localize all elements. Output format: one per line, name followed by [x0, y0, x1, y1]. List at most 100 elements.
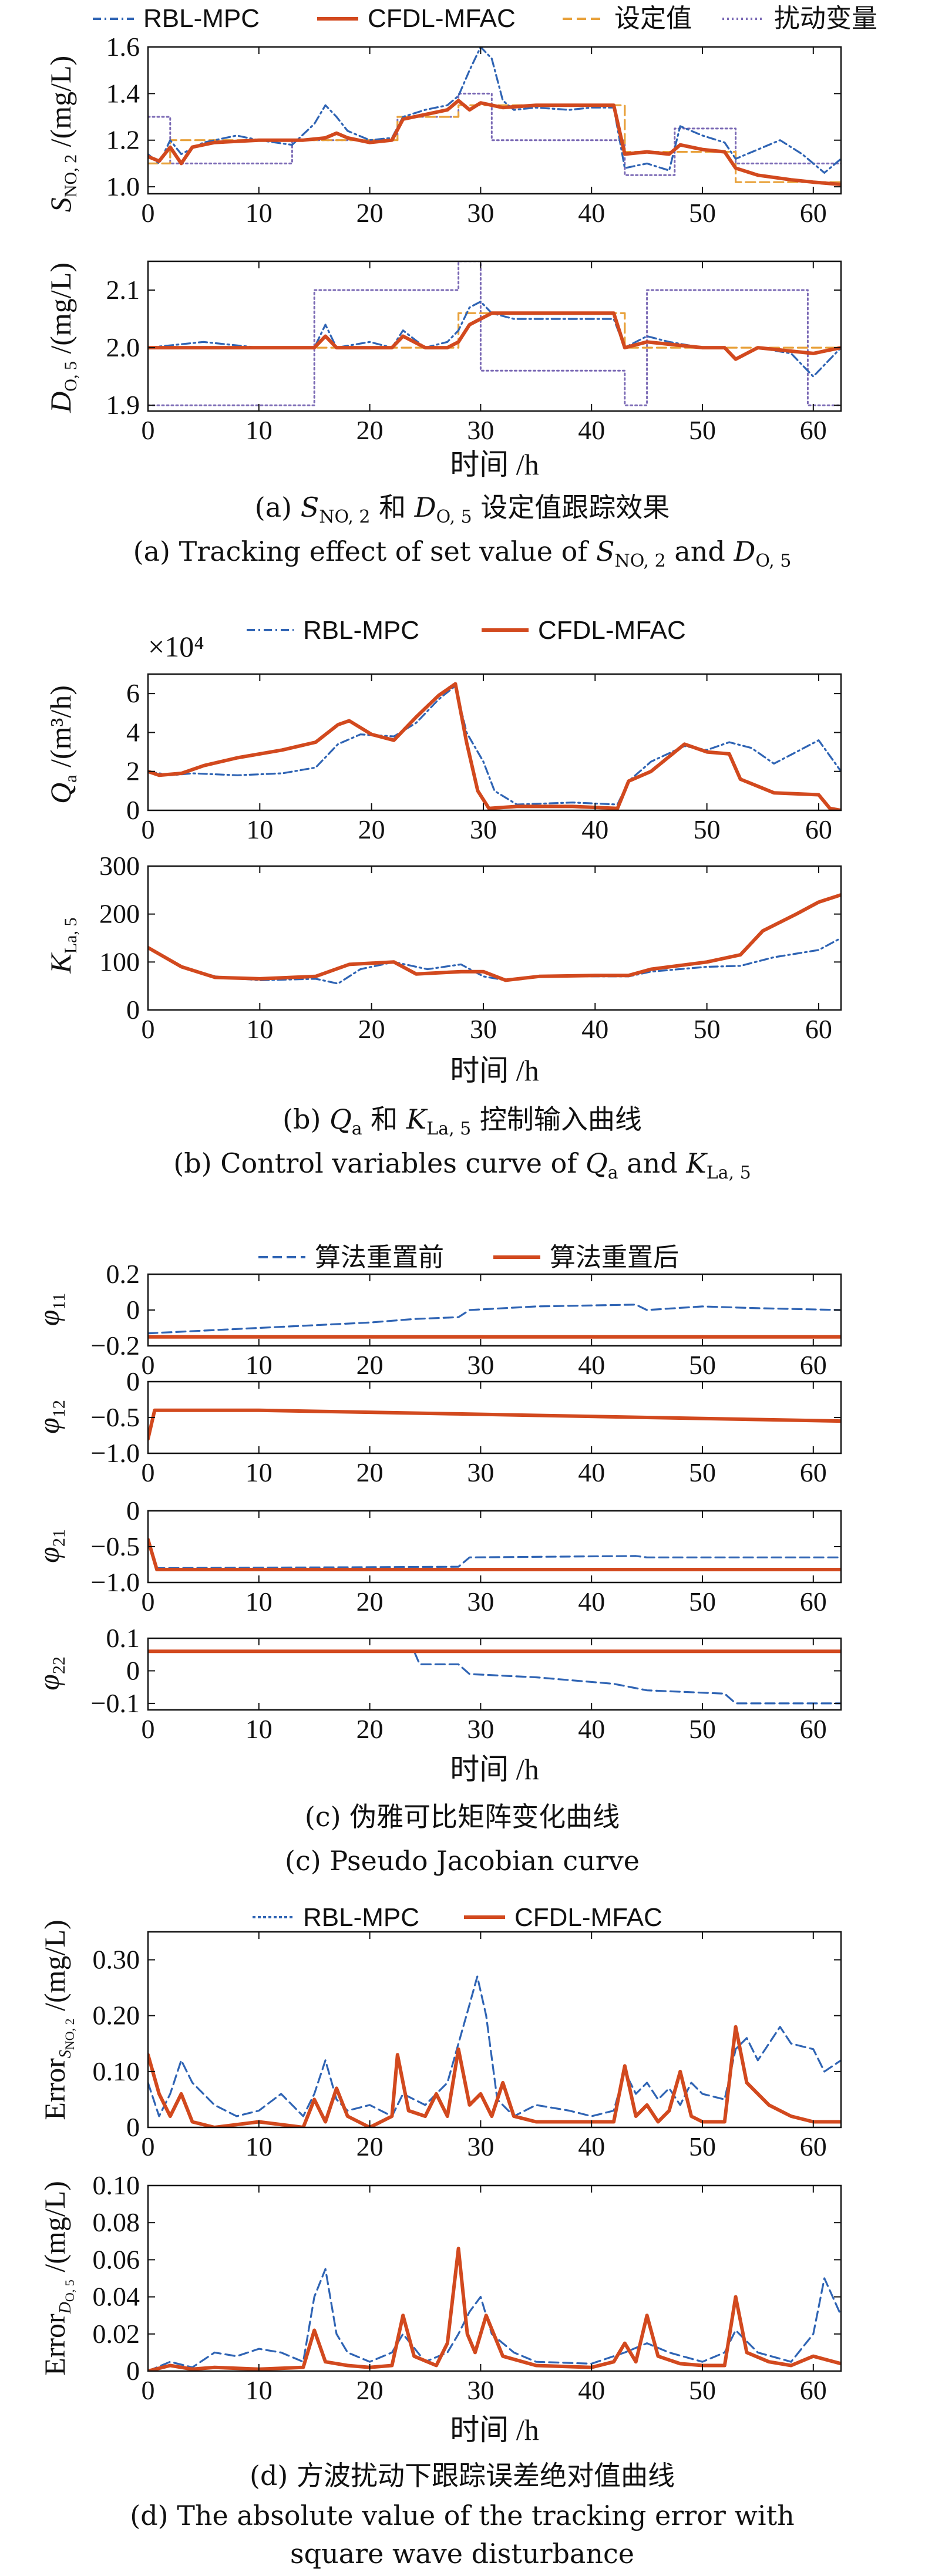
- y-tick-label: 6: [126, 678, 140, 708]
- x-tick-label: 20: [356, 198, 384, 228]
- panel-kla5: KLa, 5 0 10 20 30 40 50 60 0 100 200 300: [44, 851, 842, 1044]
- ylabel-phi22: φ22: [32, 1656, 69, 1691]
- frame-phi11: [147, 1273, 842, 1347]
- y-tick-label: 1.2: [106, 125, 140, 155]
- x-tick-label: 20: [358, 814, 385, 844]
- y-tick-label: 0: [126, 2356, 140, 2386]
- ylabel-sno2: SNO, 2 /(mg/L): [44, 56, 80, 212]
- x-tick-label: 60: [800, 1714, 827, 1744]
- x-tick-label: 60: [800, 2131, 827, 2161]
- x-tick-label: 40: [578, 1714, 605, 1744]
- x-tick-label: 50: [694, 814, 721, 844]
- x-tick-label: 60: [800, 1350, 827, 1380]
- legend-d-rbl-label: RBL-MPC: [303, 1903, 419, 1932]
- panel-sno2: SNO, 2 /(mg/L) 0 10 20 30 40 50 60 1.0 1.2 1.4 1.6: [44, 32, 842, 228]
- series-line-0-0: [148, 92, 841, 176]
- series-line-0-3: [148, 99, 841, 187]
- x-tick-label: 10: [246, 1014, 273, 1044]
- y-tick-label: 300: [99, 851, 140, 881]
- x-tick-label: 40: [578, 1587, 605, 1617]
- caption-d-zh: (d) 方波扰动下跟踪误差绝对值曲线: [250, 2460, 675, 2491]
- y-tick-label: 4: [126, 717, 140, 747]
- y-tick-label: 0: [126, 1366, 140, 1396]
- y-tick-label: 200: [99, 899, 140, 929]
- x-tick-label: 30: [467, 198, 494, 228]
- legend-b-cfdl-label: CFDL-MFAC: [538, 616, 686, 645]
- frame-phi22: [147, 1637, 842, 1711]
- y-tick-label: 0.20: [93, 2001, 140, 2031]
- x-tick-label: 30: [467, 415, 494, 445]
- x-tick-label: 20: [356, 415, 384, 445]
- panel-do5: DO, 5 /(mg/L) 0 10 20 30 40 50 60 1.9 2.0 2.1: [44, 260, 842, 445]
- legend-c: 算法重置前 算法重置后: [258, 1243, 679, 1272]
- frame-error-do5: [147, 2184, 842, 2372]
- series-line-8-0: [148, 1975, 841, 2117]
- series-line-7-0: [148, 1650, 841, 1705]
- x-tick-label: 30: [470, 814, 497, 844]
- x-tick-label: 30: [467, 1587, 494, 1617]
- x-tick-label: 60: [800, 415, 827, 445]
- x-tick-label: 10: [245, 2375, 273, 2405]
- xlabel-c: 时间 /h: [450, 1753, 539, 1786]
- series-line-3-1: [148, 893, 841, 982]
- x-tick-label: 40: [578, 415, 605, 445]
- series-line-2-1: [148, 682, 841, 810]
- caption-c-en: (c) Pseudo Jacobian curve: [285, 1845, 640, 1877]
- y-tick-label: −0.1: [91, 1688, 140, 1718]
- series-line-3-0: [148, 937, 841, 985]
- y-tick-label: 1.4: [106, 78, 140, 108]
- x-tick-label: 0: [142, 2375, 155, 2405]
- series-line-1-3: [148, 311, 841, 361]
- x-tick-label: 10: [245, 2131, 273, 2161]
- caption-d-en: (d) The absolute value of the tracking e…: [130, 2500, 795, 2531]
- y-tick-label: 0: [126, 1655, 140, 1685]
- y-tick-label: 2.0: [106, 332, 140, 362]
- x-tick-label: 40: [578, 2131, 605, 2161]
- x-tick-label: 50: [689, 1714, 716, 1744]
- legend-b: RBL-MPC CFDL-MFAC: [247, 616, 686, 645]
- legend-c-after-label: 算法重置后: [550, 1243, 679, 1272]
- x-tick-label: 60: [805, 1014, 832, 1044]
- y-tick-label: 2: [126, 756, 140, 786]
- x-tick-label: 20: [356, 1457, 384, 1487]
- frame-phi21: [147, 1510, 842, 1584]
- y-tick-label: 0.10: [93, 2056, 140, 2086]
- x-tick-label: 10: [245, 415, 273, 445]
- panel-error-do5: ErrorDO, 5 /(mg/L) 0 10 20 30 40 50 6000.020.0…: [38, 2170, 842, 2405]
- x-tick-label: 0: [142, 1457, 155, 1487]
- legend-a-setpoint-label: 设定值: [614, 4, 692, 33]
- x-tick-label: 40: [581, 814, 608, 844]
- y-tick-label: 0.06: [93, 2244, 140, 2274]
- legend-d-cfdl-label: CFDL-MFAC: [514, 1903, 662, 1932]
- ylabel-qa: Qa /(m³/h): [44, 685, 80, 804]
- series-line-9-0: [148, 2268, 841, 2371]
- y-tick-label: 0: [126, 795, 140, 825]
- caption-a-en: (a) Tracking effect of set value of SNO,…: [133, 536, 792, 571]
- frame-error-sno2: [147, 1931, 842, 2129]
- series-line-0-1: [148, 104, 841, 183]
- x-tick-label: 10: [245, 1457, 273, 1487]
- series-line-5-1: [148, 1408, 841, 1441]
- legend-a-cfdl-label: CFDL-MFAC: [368, 4, 516, 33]
- y-tick-label: 1.0: [106, 171, 140, 201]
- y-tick-label: 0: [126, 1496, 140, 1526]
- x-tick-label: 60: [800, 198, 827, 228]
- series-line-6-0: [148, 1538, 841, 1570]
- x-tick-label: 20: [356, 2131, 384, 2161]
- x-tick-label: 60: [800, 1587, 827, 1617]
- y-tick-label: 100: [99, 947, 140, 976]
- y-tick-label: −1.0: [91, 1567, 140, 1597]
- y-tick-label: 0: [126, 1295, 140, 1325]
- ylabel-error-sno2: ErrorSNO, 2 /(mg/L): [38, 1920, 77, 2120]
- x-tick-label: 30: [467, 1350, 494, 1380]
- series-line-6-1: [148, 1537, 841, 1571]
- series-line-1-1: [148, 312, 841, 349]
- xlabel-d: 时间 /h: [450, 2413, 539, 2446]
- x-tick-label: 10: [246, 814, 273, 844]
- x-tick-label: 10: [245, 1714, 273, 1744]
- x-tick-label: 40: [578, 198, 605, 228]
- x-tick-label: 50: [694, 1014, 721, 1044]
- ylabel-phi21: φ21: [32, 1529, 69, 1563]
